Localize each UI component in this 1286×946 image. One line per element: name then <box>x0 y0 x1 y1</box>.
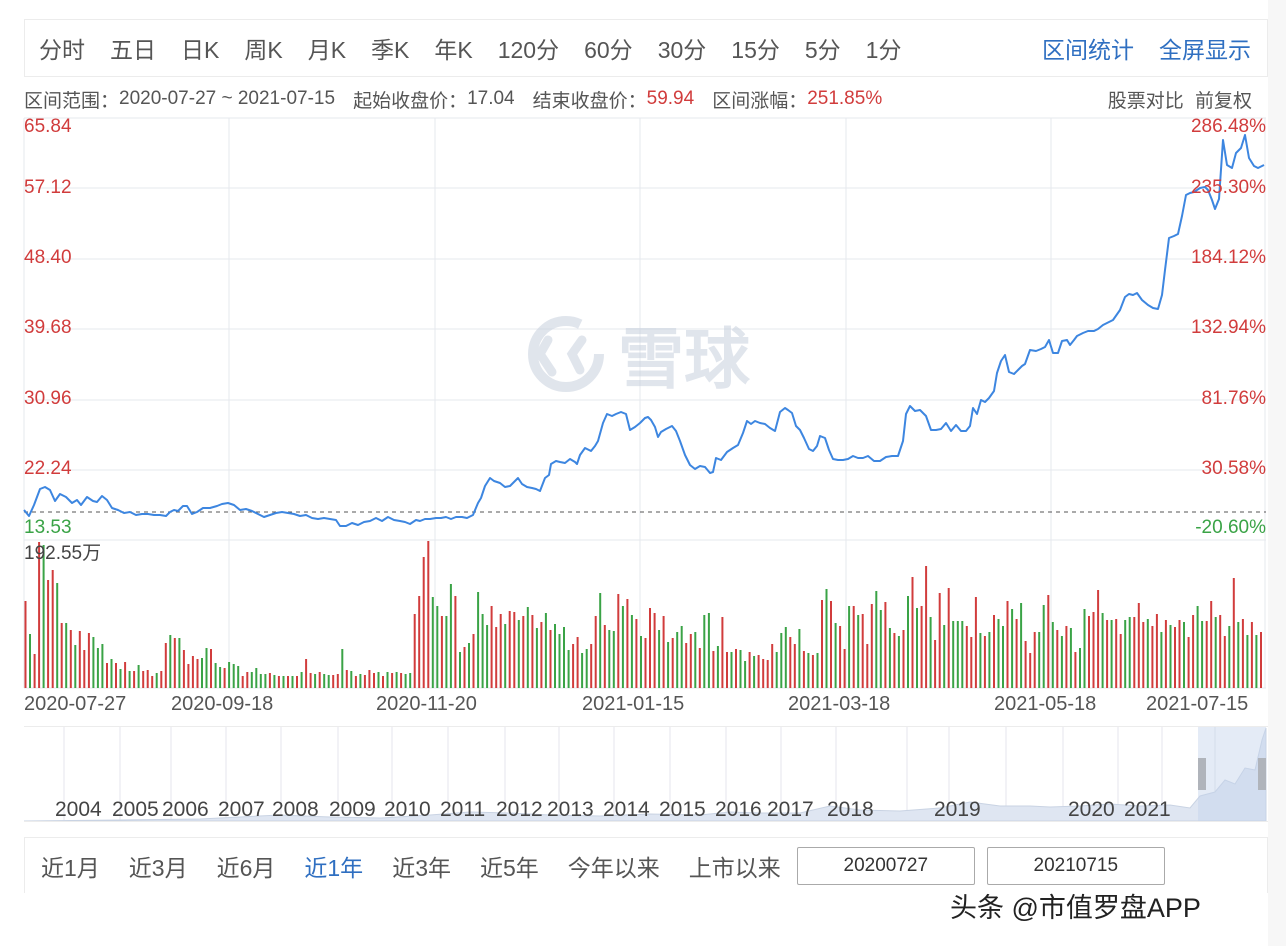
y-right-label: 132.94% <box>1190 317 1266 338</box>
xueqiu-watermark: 雪球 <box>528 316 751 398</box>
navigator-year: 2019 <box>934 798 981 821</box>
y-right-label: 30.58% <box>1201 458 1266 479</box>
navigator-year: 2006 <box>162 798 209 821</box>
range-selector-bar: 近1月 近3月 近6月 近1年 近3年 近5年 今年以来 上市以来 <box>24 837 1268 893</box>
navigator-year: 2018 <box>827 798 874 821</box>
stock-compare-button[interactable]: 股票对比 <box>1107 90 1184 112</box>
x-axis-label: 2021-07-15 <box>1146 693 1249 715</box>
y-left-label: 39.68 <box>24 317 72 338</box>
range-3y[interactable]: 近3年 <box>392 854 451 881</box>
range-value: 2020-07-27 ~ 2021-07-15 <box>119 88 336 109</box>
end-close-value: 59.94 <box>646 88 695 109</box>
end-close-label: 结束收盘价： <box>532 90 647 112</box>
range-6m[interactable]: 近6月 <box>216 854 276 881</box>
volume-max-label: 192.55万 <box>24 543 102 564</box>
fullscreen-link[interactable]: 全屏显示 <box>1159 37 1251 63</box>
interval-info-bar: 区间范围： 2020-07-27 ~ 2021-07-15 起始收盘价： 17.… <box>24 84 1268 114</box>
navigator-year: 2009 <box>329 798 376 821</box>
interval-change-value: 251.85% <box>807 88 883 109</box>
range-3m[interactable]: 近3月 <box>128 854 188 881</box>
y-right-label: -20.60% <box>1195 517 1266 538</box>
navigator-year: 2017 <box>767 798 814 821</box>
y-left-label: 65.84 <box>24 116 72 137</box>
y-left-label: 57.12 <box>24 177 72 198</box>
x-axis-label: 2020-09-18 <box>171 693 274 715</box>
x-axis-label: 2020-11-20 <box>376 693 477 715</box>
tab-5day[interactable]: 五日 <box>110 37 156 63</box>
tab-1min[interactable]: 1分 <box>865 37 902 63</box>
volume-bars <box>24 541 1262 688</box>
tab-fenshi[interactable]: 分时 <box>39 37 85 63</box>
range-1y[interactable]: 近1年 <box>304 854 364 881</box>
y-right-label: 235.30% <box>1190 177 1266 198</box>
tab-yearly-k[interactable]: 年K <box>434 37 473 63</box>
interval-stats-link[interactable]: 区间统计 <box>1042 37 1134 63</box>
tab-daily-k[interactable]: 日K <box>181 37 220 63</box>
y-right-label: 286.48% <box>1190 116 1266 137</box>
navigator-year: 2020 <box>1068 798 1115 821</box>
range-label: 区间范围： <box>24 90 120 112</box>
adjust-mode-button[interactable]: 前复权 <box>1194 90 1252 112</box>
tab-weekly-k[interactable]: 周K <box>244 37 283 63</box>
navigator-year: 2021 <box>1124 798 1171 821</box>
navigator-year: 2014 <box>603 798 650 821</box>
navigator-selection <box>1198 727 1266 821</box>
navigator-year: 2012 <box>496 798 543 821</box>
navigator-year: 2015 <box>659 798 706 821</box>
navigator-year: 2007 <box>218 798 265 821</box>
tab-quarterly-k[interactable]: 季K <box>371 37 410 63</box>
svg-text:雪球: 雪球 <box>618 321 751 398</box>
start-close-label: 起始收盘价： <box>353 90 468 112</box>
y-left-label: 48.40 <box>24 247 72 268</box>
price-gridlines <box>23 117 1266 689</box>
y-left-label: 13.53 <box>24 517 72 538</box>
navigator-year: 2005 <box>112 798 159 821</box>
interval-change-label: 区间涨幅： <box>712 90 808 112</box>
y-right-label: 81.76% <box>1201 388 1266 409</box>
tab-120min[interactable]: 120分 <box>497 37 560 63</box>
range-ytd[interactable]: 今年以来 <box>567 854 660 881</box>
range-5y[interactable]: 近5年 <box>479 854 539 881</box>
x-axis-label: 2021-05-18 <box>994 693 1097 715</box>
tab-5min[interactable]: 5分 <box>804 37 841 63</box>
tab-15min[interactable]: 15分 <box>731 37 780 63</box>
start-date-input[interactable] <box>796 846 975 885</box>
x-axis-label: 2020-07-27 <box>24 693 127 715</box>
x-axis-label: 2021-03-18 <box>788 693 891 715</box>
navigator-grid <box>63 727 1216 820</box>
navigator-year: 2008 <box>272 798 319 821</box>
navigator-year: 2016 <box>715 798 762 821</box>
period-tabbar: 分时 五日 日K 周K 月K 季K 年K 120分 60分 30分 15分 5分… <box>24 19 1268 77</box>
right-edge-strip <box>1268 0 1286 946</box>
navigator-handle-left[interactable] <box>1198 758 1206 790</box>
time-navigator[interactable] <box>24 726 1268 822</box>
y-left-label: 30.96 <box>24 388 72 409</box>
range-since-listing[interactable]: 上市以来 <box>688 854 781 881</box>
range-1m[interactable]: 近1月 <box>41 854 100 881</box>
y-right-label: 184.12% <box>1190 247 1266 268</box>
navigator-area <box>23 727 1267 822</box>
credit-watermark: 头条 @市值罗盘APP <box>950 893 1201 923</box>
x-axis-label: 2021-01-15 <box>582 693 685 715</box>
tab-60min[interactable]: 60分 <box>584 37 633 63</box>
tab-30min[interactable]: 30分 <box>657 37 707 63</box>
price-line <box>23 134 1265 527</box>
start-close-value: 17.04 <box>467 88 515 109</box>
end-date-input[interactable] <box>986 846 1165 885</box>
navigator-year: 2013 <box>547 798 594 821</box>
navigator-year: 2011 <box>440 798 486 821</box>
tab-monthly-k[interactable]: 月K <box>307 37 347 63</box>
navigator-year: 2010 <box>384 798 431 821</box>
navigator-year: 2004 <box>55 798 102 821</box>
navigator-handle-right[interactable] <box>1258 758 1266 790</box>
y-left-label: 22.24 <box>24 458 72 479</box>
